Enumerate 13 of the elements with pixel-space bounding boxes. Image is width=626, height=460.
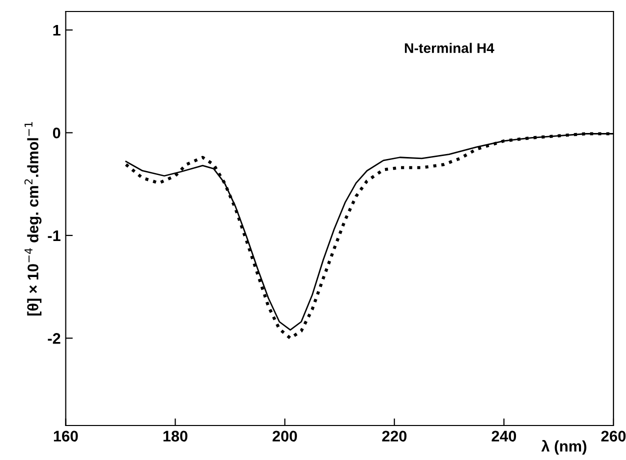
y-tick-label: -2 bbox=[48, 333, 60, 344]
annotation: N-terminal H4 bbox=[404, 42, 494, 54]
x-axis-title: λ (nm) bbox=[541, 440, 586, 455]
x-tick-label: 160 bbox=[54, 430, 78, 442]
y-tick-label: -1 bbox=[48, 230, 60, 241]
x-tick-label: 260 bbox=[601, 430, 626, 442]
x-tick-label: 220 bbox=[382, 430, 406, 442]
y-axis-title: [θ] × 10$^{−4}$ deg. cm$^{2}$.dmol$^{−1}$ bbox=[24, 122, 42, 316]
y-tick-label: 0 bbox=[52, 128, 60, 138]
x-tick-label: 180 bbox=[164, 430, 188, 442]
y-tick-label: 1 bbox=[53, 25, 60, 36]
x-tick-label: 240 bbox=[492, 430, 516, 442]
x-tick-label: 200 bbox=[272, 430, 297, 442]
